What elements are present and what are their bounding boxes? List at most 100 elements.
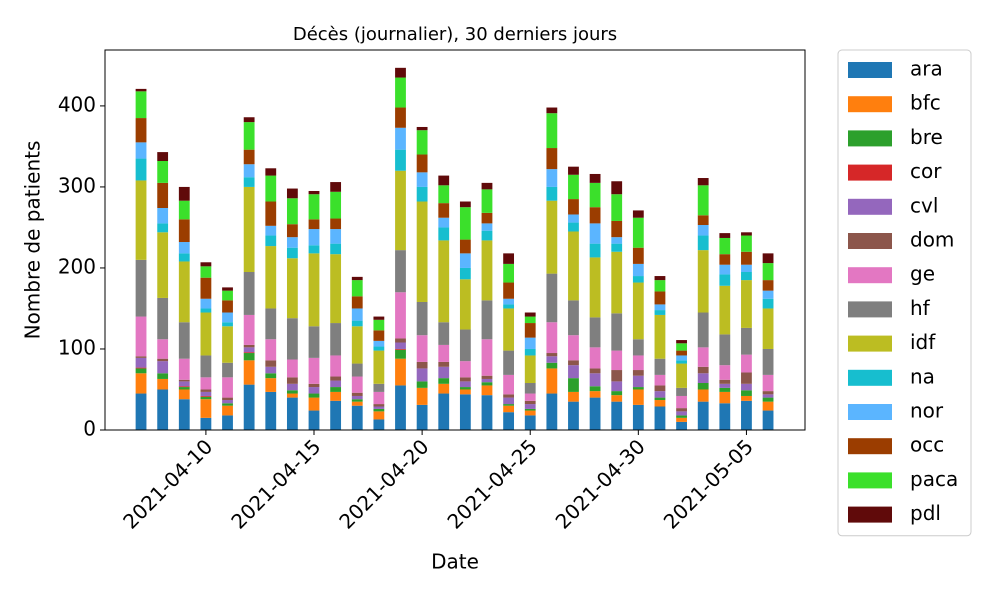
- legend-swatch: [848, 96, 892, 113]
- bar-segment: [243, 164, 255, 178]
- bar-segment: [589, 173, 601, 183]
- bar-segment: [135, 316, 147, 357]
- bar-segment: [459, 381, 471, 388]
- bar-segment: [373, 411, 385, 420]
- bar-segment: [157, 161, 169, 183]
- bar-segment: [308, 393, 320, 398]
- y-axis-label: Nombre de patients: [21, 141, 45, 340]
- legend-swatch: [848, 164, 892, 181]
- bar-segment: [330, 355, 342, 377]
- bar-segment: [719, 233, 731, 238]
- bar-segment: [373, 408, 385, 412]
- bar-segment: [568, 214, 579, 223]
- bar-segment: [676, 408, 687, 412]
- bar-segment: [200, 395, 212, 397]
- bar-segment: [546, 186, 558, 201]
- bar-segment: [265, 378, 277, 392]
- bar-segment: [568, 365, 579, 379]
- bar-segment: [438, 383, 450, 394]
- bar-segment: [741, 395, 752, 401]
- bar-segment: [741, 264, 752, 273]
- bar-segment: [481, 212, 493, 224]
- bar-segment: [632, 404, 644, 430]
- bar-segment: [546, 273, 558, 323]
- bar-segment: [308, 387, 320, 394]
- bar-segment: [762, 397, 774, 402]
- chart-title: Décès (journalier), 30 derniers jours: [293, 24, 617, 45]
- bar-segment: [589, 223, 601, 244]
- bar-segment: [286, 390, 298, 394]
- bar-segment: [135, 118, 147, 143]
- bar-segment: [481, 375, 493, 379]
- bar-segment: [762, 290, 774, 299]
- bar-segment: [719, 365, 731, 380]
- bar-segment: [135, 142, 147, 159]
- bar-segment: [178, 381, 190, 387]
- bar-segment: [416, 368, 428, 382]
- legend-swatch: [848, 130, 892, 147]
- bar-segment: [611, 194, 623, 221]
- legend-label: idf: [910, 330, 936, 354]
- bar-segment: [200, 391, 212, 396]
- bar-segment: [438, 203, 450, 218]
- bar-segment: [503, 404, 515, 406]
- bar-segment: [611, 313, 623, 351]
- bar-segment: [438, 185, 450, 204]
- bar-segment: [589, 373, 601, 387]
- bar-segment: [481, 395, 493, 430]
- bar-segment: [611, 237, 623, 244]
- bar-segment: [200, 298, 212, 309]
- bar-segment: [741, 372, 752, 384]
- bar-segment: [546, 362, 558, 369]
- legend-label: na: [910, 364, 935, 388]
- bar-segment: [438, 227, 450, 241]
- bar-segment: [589, 207, 601, 224]
- bar-segment: [438, 175, 450, 186]
- bar-segment: [135, 180, 147, 260]
- bar-segment: [632, 276, 644, 283]
- bar-segment: [719, 334, 731, 366]
- bar-segment: [632, 339, 644, 356]
- bar-segment: [697, 389, 709, 402]
- bar-segment: [373, 330, 385, 341]
- legend-label: paca: [910, 467, 958, 491]
- bar-segment: [459, 329, 471, 362]
- x-axis-label: Date: [431, 550, 479, 574]
- bar-segment: [438, 240, 450, 323]
- bar-segment: [330, 182, 342, 192]
- bar-segment: [395, 292, 406, 339]
- bar-segment: [546, 148, 558, 170]
- bar-segment: [568, 300, 579, 336]
- bar-segment: [135, 373, 147, 394]
- plot-frame: [104, 49, 806, 431]
- bar-segment: [286, 224, 298, 238]
- bar-segment: [546, 393, 558, 430]
- legend-swatch: [848, 438, 892, 455]
- bar-segment: [697, 401, 709, 430]
- bar-segment: [265, 373, 277, 379]
- bar-segment: [308, 194, 320, 220]
- bar-segment: [157, 232, 169, 298]
- bar-segment: [135, 367, 147, 369]
- bar-segment: [178, 358, 190, 380]
- bar-segment: [503, 308, 515, 351]
- bar-segment: [308, 383, 320, 388]
- bar-segment: [330, 400, 342, 430]
- bar-segment: [416, 186, 428, 202]
- legend-label: cvl: [910, 193, 938, 217]
- x-tick-label: 2021-04-15: [226, 434, 325, 533]
- bar-segment: [568, 360, 579, 366]
- bar-segment: [568, 378, 579, 392]
- bar-segment: [178, 219, 190, 243]
- bar-segment: [395, 358, 406, 386]
- legend-label: pdl: [910, 501, 941, 525]
- bar-segment: [719, 403, 731, 430]
- bar-segment: [741, 272, 752, 281]
- bar-segment: [135, 158, 147, 181]
- bar-segment: [222, 287, 233, 291]
- bar-segment: [632, 247, 644, 264]
- bar-segment: [308, 190, 320, 195]
- bar-segment: [200, 308, 212, 313]
- bar-segment: [135, 91, 147, 119]
